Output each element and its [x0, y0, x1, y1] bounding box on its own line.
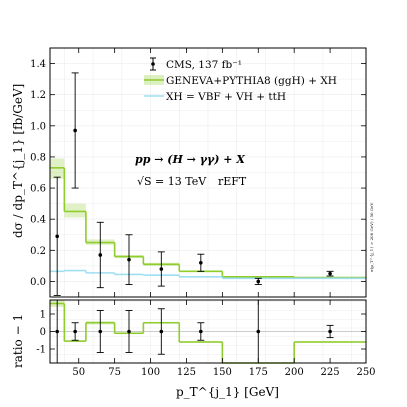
- y-axis-title-main: dσ / dp_T^{j_1} [fb/GeV]: [11, 84, 25, 238]
- data-point: [127, 329, 131, 334]
- data-point: [159, 329, 164, 334]
- y-tick-label: 0.0: [30, 277, 46, 288]
- y-tick-label: -1: [36, 345, 46, 356]
- x-axis-title: p_T^{j_1} [GeV]: [176, 385, 279, 399]
- data-point: [256, 329, 261, 334]
- x-tick-label: 50: [72, 367, 85, 378]
- annotation-energy: √S = 13 TeV: [137, 175, 207, 188]
- data-point: [55, 234, 59, 239]
- x-tick-label: 100: [141, 367, 160, 378]
- y-tick-label: 0.6: [30, 184, 46, 195]
- x-tick-label: 250: [356, 367, 375, 378]
- data-point: [328, 271, 332, 276]
- y-tick-label: 1.4: [30, 59, 46, 70]
- data-point: [159, 267, 164, 271]
- main-panel: 0.0 0.2 0.4 0.6 0.8 1.0 1.2 1.4: [30, 47, 367, 298]
- annotation-overflow: σ(p_T^{j_1} > 200 GeV) / 50 GeV: [369, 203, 374, 272]
- y-tick-label: 0.8: [30, 152, 46, 163]
- x-tick-label: 125: [177, 367, 196, 378]
- y-tick-label: 0.4: [30, 215, 46, 226]
- legend-marker-cms: [150, 57, 156, 71]
- legend-label-xh: XH = VBF + VH + ttH: [166, 91, 286, 103]
- x-tick-label: 75: [108, 367, 121, 378]
- y-tick-label: 0.2: [30, 246, 46, 257]
- data-point: [127, 257, 131, 262]
- x-tick-label: 150: [213, 367, 232, 378]
- data-point: [73, 329, 77, 334]
- main-plot-frame: [49, 47, 367, 298]
- legend-label-geneva: GENEVA+PYTHIA8 (ggH) + XH: [166, 75, 337, 87]
- data-point: [98, 329, 103, 334]
- y-tick-label: 0: [40, 327, 46, 338]
- legend: CMS, 137 fb⁻¹ GENEVA+PYTHIA8 (ggH) + XH …: [144, 57, 337, 103]
- data-point: [328, 329, 332, 334]
- annotation-process: pp → (H → γγ) + X: [135, 153, 245, 166]
- data-point: [199, 260, 203, 265]
- data-point: [73, 128, 77, 133]
- data-point: [98, 253, 103, 257]
- y-axis-title-ratio: ratio − 1: [11, 314, 25, 368]
- data-point: [199, 329, 203, 334]
- y-tick-label: 1.0: [30, 121, 46, 132]
- legend-label-cms: CMS, 137 fb⁻¹: [166, 59, 242, 71]
- data-point: [55, 329, 59, 334]
- x-tick-label: 175: [249, 367, 268, 378]
- x-tick-label: 200: [285, 367, 304, 378]
- y-tick-label: 1: [40, 310, 46, 321]
- annotation-scheme: rEFT: [218, 175, 247, 188]
- y-tick-label: 1.2: [30, 90, 46, 101]
- data-point: [256, 279, 261, 284]
- x-tick-label: 225: [321, 367, 340, 378]
